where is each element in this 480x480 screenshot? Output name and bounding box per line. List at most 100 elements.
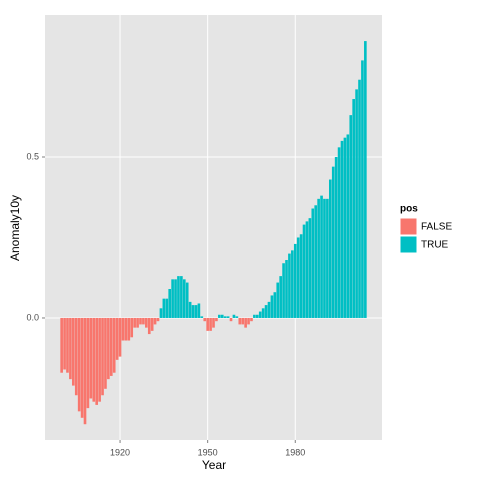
bar	[209, 317, 212, 331]
bar	[226, 316, 230, 318]
x-tick-label: 1920	[110, 447, 130, 457]
bar	[291, 250, 294, 318]
bar	[133, 317, 136, 328]
bar	[174, 279, 177, 318]
bar	[328, 179, 332, 318]
bar	[74, 317, 78, 396]
bar	[276, 282, 280, 318]
bar	[285, 260, 288, 318]
bar	[235, 316, 239, 318]
bar	[273, 292, 277, 318]
bar	[197, 303, 201, 318]
bar	[118, 317, 122, 357]
bar	[270, 295, 274, 318]
bar	[337, 147, 341, 318]
bar	[206, 317, 209, 331]
bar	[247, 317, 250, 325]
bar	[255, 314, 259, 318]
bar	[358, 79, 361, 318]
legend-label: FALSE	[421, 222, 452, 233]
bar	[215, 317, 218, 322]
bar	[229, 317, 233, 322]
bar	[171, 279, 174, 318]
bar	[182, 279, 186, 318]
bar	[244, 317, 247, 328]
bar	[311, 208, 315, 318]
bar	[147, 317, 151, 335]
bar	[346, 134, 350, 318]
bar	[60, 317, 63, 373]
bar	[180, 276, 183, 318]
bar	[364, 41, 367, 318]
bar	[188, 301, 192, 318]
panel	[45, 15, 382, 440]
legend-label: TRUE	[421, 240, 449, 251]
bar	[115, 317, 119, 360]
bar	[121, 317, 125, 341]
bar	[241, 317, 245, 325]
bar	[317, 198, 320, 318]
y-axis-title: Anomaly10y	[8, 195, 22, 261]
bar	[305, 221, 309, 318]
bar	[191, 305, 195, 318]
bar	[352, 99, 355, 318]
bar	[109, 317, 113, 376]
bar	[212, 317, 215, 328]
bar	[124, 317, 128, 341]
legend-title: pos	[400, 204, 418, 215]
bar	[250, 317, 253, 322]
y-tick-label: 0.0	[26, 312, 39, 322]
bar	[326, 198, 329, 318]
bar	[145, 317, 148, 328]
bar	[168, 288, 172, 318]
bar	[288, 253, 291, 318]
bar	[200, 316, 204, 318]
bar	[194, 305, 198, 318]
bar	[63, 317, 66, 370]
bar	[80, 317, 84, 418]
bar	[66, 317, 69, 373]
bar	[89, 317, 93, 399]
bar	[203, 317, 207, 322]
bar	[299, 234, 303, 318]
bar	[343, 137, 347, 318]
bar	[220, 314, 224, 318]
x-tick-label: 1950	[198, 447, 218, 457]
bar	[340, 140, 344, 318]
x-tick-label: 1980	[285, 447, 305, 457]
bar	[293, 243, 297, 318]
bar	[150, 317, 154, 331]
bar	[308, 218, 312, 318]
bar	[232, 314, 236, 318]
bar	[69, 317, 72, 380]
bar	[334, 156, 338, 318]
bar	[153, 317, 157, 325]
bar	[86, 317, 90, 409]
x-axis-title: Year	[202, 458, 226, 472]
bar	[101, 317, 104, 396]
bar	[320, 195, 323, 318]
bar	[323, 198, 326, 318]
bar	[296, 237, 300, 318]
bar	[218, 314, 221, 318]
bar	[142, 317, 145, 325]
bar	[355, 89, 358, 318]
bar	[302, 224, 306, 318]
bar	[92, 317, 96, 402]
bar	[349, 115, 353, 318]
bar	[331, 166, 335, 318]
bar	[314, 205, 318, 318]
bar	[104, 317, 107, 389]
bar	[72, 317, 75, 386]
bar	[95, 317, 99, 405]
bar	[98, 317, 101, 402]
bar	[223, 316, 227, 318]
bar	[361, 60, 364, 318]
bar	[279, 276, 282, 318]
bar	[185, 282, 189, 318]
bar	[238, 317, 242, 325]
bar	[261, 308, 265, 318]
bar	[112, 317, 116, 373]
bar	[139, 317, 142, 325]
